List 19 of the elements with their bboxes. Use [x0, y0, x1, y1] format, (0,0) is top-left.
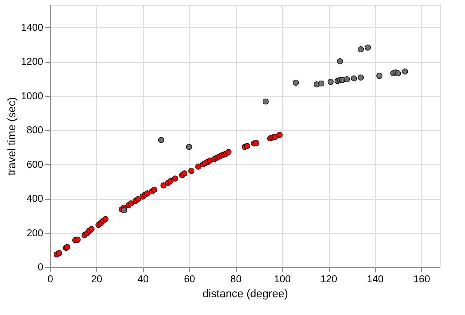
x-tick-label: 160 — [414, 274, 431, 286]
x-tick-label: 100 — [274, 274, 292, 286]
x-axis-title: distance (degree) — [202, 288, 288, 300]
y-tick-label: 800 — [26, 126, 44, 137]
y-tick-label: 1200 — [21, 57, 44, 68]
y-tick-label: 600 — [26, 160, 44, 171]
x-tick-label: 120 — [320, 274, 338, 286]
x-tick-label: 20 — [91, 274, 103, 286]
x-tick-label: 140 — [367, 274, 384, 286]
y-tick-label: 200 — [26, 228, 44, 240]
x-tick-label: 80 — [230, 274, 242, 286]
x-tick-label: 60 — [184, 274, 196, 286]
y-tick-label: 400 — [26, 194, 44, 206]
y-tick-label: 0 — [38, 262, 44, 274]
x-tick-label: 40 — [138, 274, 150, 286]
y-tick-label: 1000 — [21, 91, 44, 102]
x-tick-label: 0 — [48, 274, 54, 286]
y-axis-title: travel time (sec) — [6, 97, 18, 176]
y-tick-label: 1400 — [21, 22, 44, 34]
